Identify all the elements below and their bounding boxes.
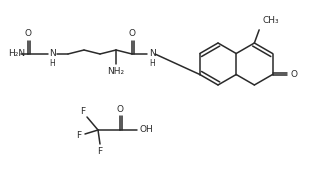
Text: F: F — [76, 130, 81, 139]
Text: N: N — [49, 50, 55, 58]
Text: OH: OH — [139, 126, 153, 134]
Text: O: O — [24, 29, 31, 39]
Text: N: N — [149, 50, 156, 58]
Text: O: O — [290, 70, 297, 79]
Text: O: O — [117, 104, 123, 114]
Text: H: H — [49, 58, 55, 68]
Text: O: O — [128, 29, 135, 39]
Text: CH₃: CH₃ — [262, 16, 279, 25]
Text: F: F — [97, 147, 103, 155]
Text: NH₂: NH₂ — [108, 66, 124, 76]
Text: F: F — [80, 106, 85, 116]
Text: H: H — [149, 58, 155, 68]
Text: H₂N: H₂N — [8, 50, 25, 58]
